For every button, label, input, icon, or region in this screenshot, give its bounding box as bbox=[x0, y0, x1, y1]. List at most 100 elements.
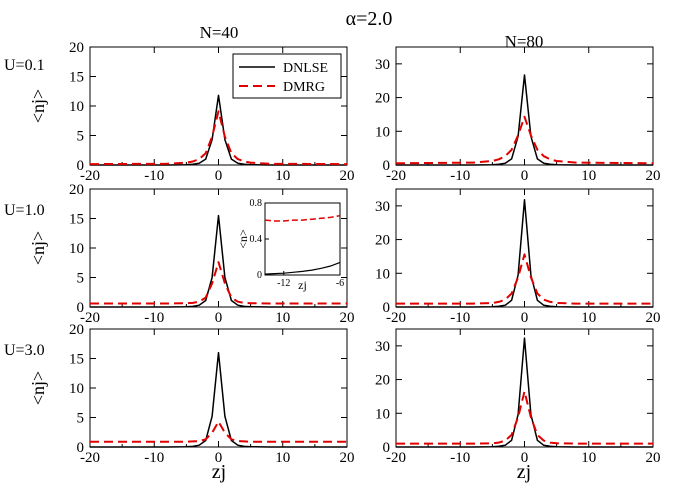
row-title-u30: U=3.0 bbox=[4, 342, 45, 359]
y-tick-label: 10 bbox=[69, 99, 84, 115]
x-tick-label: 0 bbox=[521, 450, 529, 466]
inset-y-tick-label: 0.4 bbox=[250, 234, 263, 245]
inset-x-axis-label: zj bbox=[298, 278, 307, 292]
y-tick-label: 30 bbox=[375, 199, 390, 215]
x-tick-label: -20 bbox=[80, 310, 100, 326]
dnlse-line bbox=[396, 337, 653, 448]
row-title-u01: U=0.1 bbox=[4, 57, 45, 74]
y-tick-label: 20 bbox=[375, 233, 390, 249]
x-tick-label: 0 bbox=[215, 168, 223, 184]
y-tick-label: 20 bbox=[375, 91, 390, 107]
column-title-n40: N=40 bbox=[200, 23, 239, 42]
y-axis-label-row-3: <nj> bbox=[28, 371, 48, 405]
x-tick-label: 10 bbox=[275, 450, 290, 466]
y-axis-label-row-1: <nj> bbox=[28, 89, 48, 123]
x-tick-label: 20 bbox=[646, 450, 661, 466]
dmrg-line bbox=[396, 390, 653, 445]
x-tick-label: 0 bbox=[521, 310, 529, 326]
dmrg-line bbox=[90, 420, 347, 443]
x-tick-label: 0 bbox=[215, 450, 223, 466]
dnlse-line bbox=[90, 351, 347, 448]
y-tick-label: 20 bbox=[69, 40, 84, 56]
y-tick-label: 10 bbox=[69, 381, 84, 397]
x-tick-label: 20 bbox=[646, 310, 661, 326]
panel-grid: -20 -10 0 10 20 0 5 10 15 20 DNLSE DMRG -20 -10 0 10 20 0… bbox=[28, 40, 661, 466]
x-axis-label-right: zj bbox=[517, 461, 531, 483]
dnlse-line bbox=[90, 94, 347, 166]
panel-5: -20 -10 0 10 20 0 5 10 15 20 bbox=[69, 322, 355, 466]
x-tick-label: 10 bbox=[581, 168, 596, 184]
x-tick-label: 0 bbox=[521, 168, 529, 184]
dmrg-line bbox=[90, 261, 347, 305]
legend-label-dmrg: DMRG bbox=[283, 80, 325, 95]
y-tick-label: 0 bbox=[77, 300, 85, 316]
y-tick-label: 10 bbox=[375, 124, 390, 140]
y-tick-label: 30 bbox=[375, 57, 390, 73]
x-tick-label: -20 bbox=[80, 450, 100, 466]
x-tick-label: -10 bbox=[144, 450, 164, 466]
y-tick-label: 5 bbox=[77, 271, 85, 287]
y-axis-label-row-2: <nj> bbox=[28, 231, 48, 265]
x-tick-label: 10 bbox=[581, 450, 596, 466]
y-tick-label: 20 bbox=[375, 373, 390, 389]
dnlse-line bbox=[396, 74, 653, 166]
y-tick-label: 5 bbox=[77, 411, 85, 427]
x-tick-label: -20 bbox=[386, 310, 406, 326]
inset-dmrg-line bbox=[264, 214, 341, 222]
inset-y-tick-label: 0 bbox=[257, 270, 262, 281]
panel-3: -20 -10 0 10 20 0 5 10 15 20 -12 -6 0 0.4 0.8 <n> zj bbox=[69, 182, 355, 326]
dnlse-line bbox=[90, 214, 347, 308]
x-tick-label: 0 bbox=[215, 310, 223, 326]
x-tick-label: 20 bbox=[340, 450, 355, 466]
inset-y-tick-label: 0.8 bbox=[250, 198, 263, 209]
x-tick-label: 20 bbox=[340, 310, 355, 326]
dnlse-line bbox=[396, 199, 653, 308]
panel-1: -20 -10 0 10 20 0 5 10 15 20 DNLSE DMRG bbox=[69, 40, 355, 184]
panel-6: -20 -10 0 10 20 0 10 20 30 bbox=[375, 328, 661, 466]
plot-frame bbox=[395, 46, 654, 166]
y-tick-label: 10 bbox=[375, 266, 390, 282]
panel-2: -20 -10 0 10 20 0 10 20 30 bbox=[375, 46, 661, 184]
y-tick-label: 20 bbox=[69, 322, 84, 338]
x-tick-label: 10 bbox=[275, 310, 290, 326]
x-tick-label: -20 bbox=[386, 168, 406, 184]
x-tick-label: -20 bbox=[386, 450, 406, 466]
x-tick-label: -10 bbox=[144, 310, 164, 326]
legend-label-dnlse: DNLSE bbox=[283, 61, 328, 76]
inset-frame bbox=[264, 202, 341, 276]
panel-4: -20 -10 0 10 20 0 10 20 30 bbox=[375, 188, 661, 326]
inset-plot: -12 -6 0 0.4 0.8 <n> zj bbox=[236, 198, 344, 292]
dmrg-line bbox=[396, 253, 653, 305]
y-tick-label: 0 bbox=[77, 440, 85, 456]
x-tick-label: 20 bbox=[340, 168, 355, 184]
y-tick-label: 15 bbox=[69, 70, 84, 86]
inset-x-tick-label: -6 bbox=[336, 278, 344, 289]
inset-x-tick-label: -12 bbox=[277, 278, 290, 289]
x-tick-label: 10 bbox=[581, 310, 596, 326]
plot-frame bbox=[89, 328, 348, 448]
column-title-n80: N=80 bbox=[505, 32, 544, 51]
y-tick-label: 5 bbox=[77, 129, 85, 145]
x-tick-label: -10 bbox=[450, 450, 470, 466]
x-axis-label-left: zj bbox=[212, 461, 226, 483]
x-tick-label: -10 bbox=[450, 168, 470, 184]
y-tick-label: 20 bbox=[69, 182, 84, 198]
y-tick-label: 10 bbox=[375, 406, 390, 422]
dmrg-line bbox=[89, 110, 348, 166]
y-tick-label: 10 bbox=[69, 241, 84, 257]
x-tick-label: -10 bbox=[144, 168, 164, 184]
y-tick-label: 0 bbox=[383, 440, 391, 456]
y-tick-label: 15 bbox=[69, 352, 84, 368]
figure-title: α=2.0 bbox=[346, 8, 393, 30]
dmrg-line bbox=[395, 115, 654, 165]
inset-y-axis-label: <n> bbox=[236, 229, 250, 249]
x-tick-label: 10 bbox=[275, 168, 290, 184]
y-tick-label: 0 bbox=[77, 158, 85, 174]
x-tick-label: -10 bbox=[450, 310, 470, 326]
y-tick-label: 15 bbox=[69, 212, 84, 228]
y-tick-label: 0 bbox=[383, 158, 391, 174]
y-tick-label: 0 bbox=[383, 300, 391, 316]
x-tick-label: -20 bbox=[80, 168, 100, 184]
y-tick-label: 30 bbox=[375, 339, 390, 355]
